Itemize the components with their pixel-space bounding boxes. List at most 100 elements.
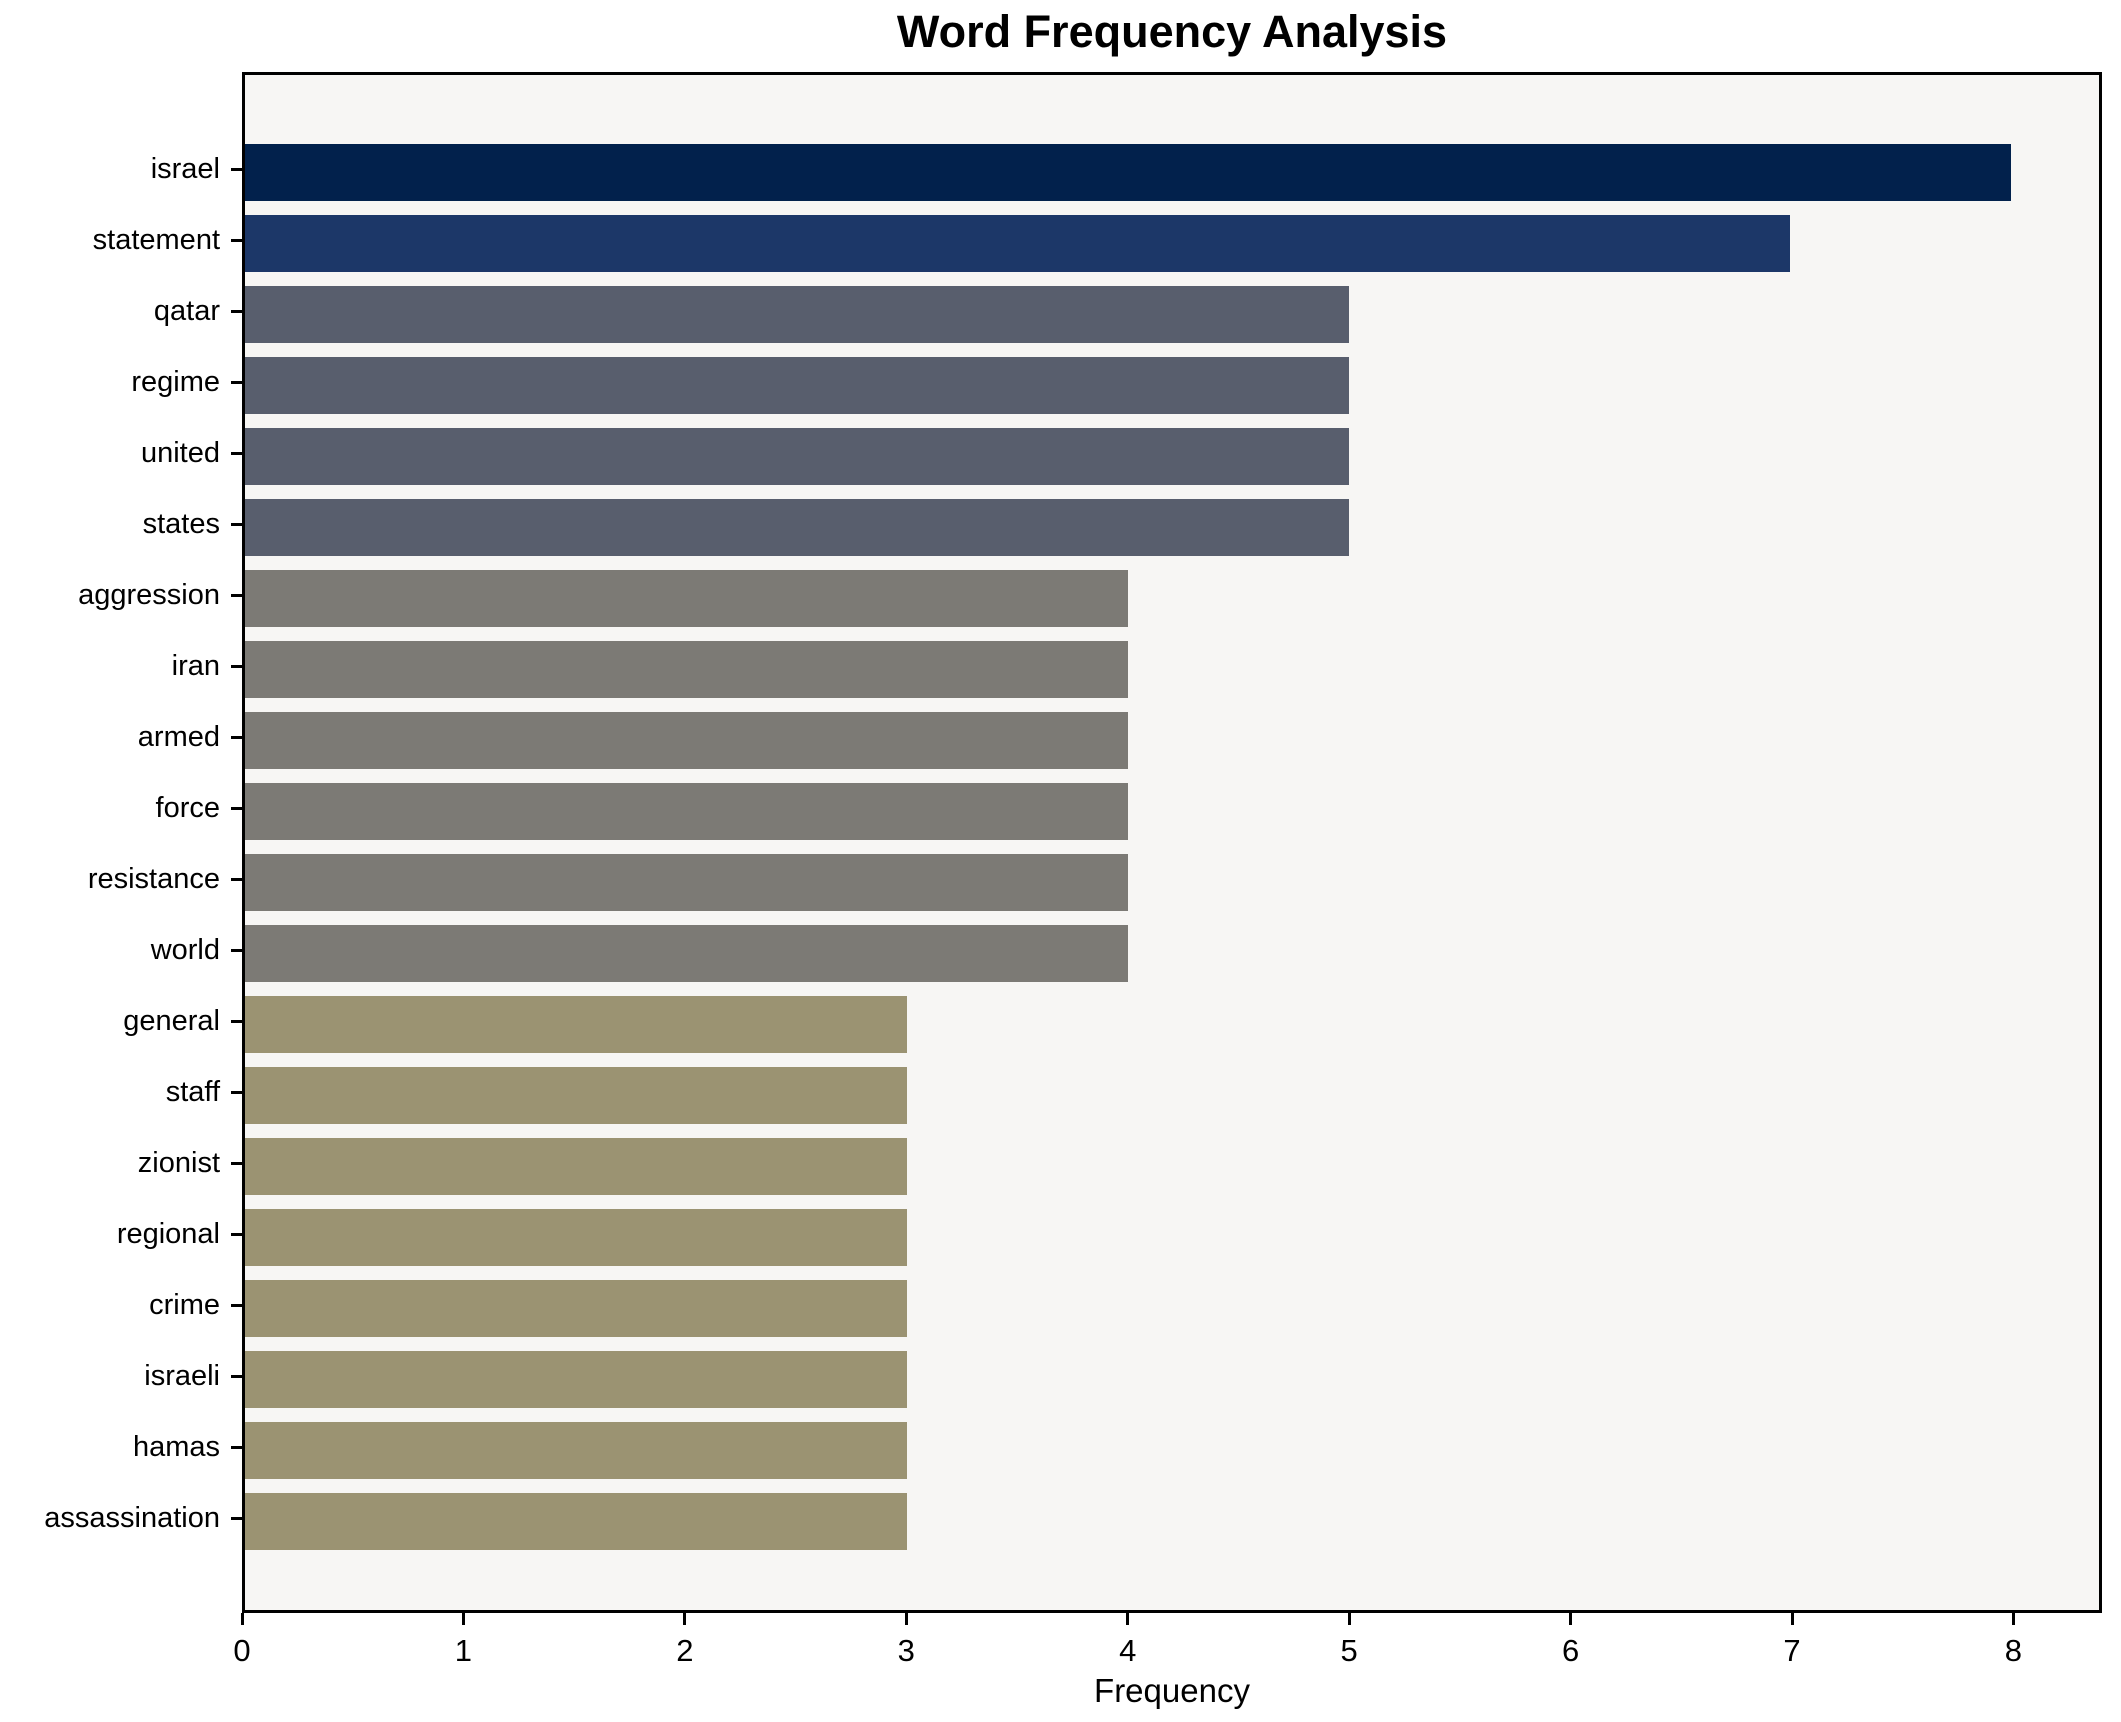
x-tick-mark	[1126, 1613, 1130, 1625]
bar-hamas	[245, 1422, 908, 1479]
bar-row	[245, 1060, 2099, 1131]
y-tick-label-regime: regime	[131, 365, 220, 398]
y-tick-label-israeli: israeli	[144, 1359, 220, 1392]
bar-row	[245, 563, 2099, 634]
bar-united	[245, 428, 1349, 485]
x-tick-mark	[2011, 1613, 2015, 1625]
x-tick-mark	[240, 1613, 244, 1625]
y-tick-mark	[231, 310, 242, 313]
y-tick-mark	[231, 736, 242, 739]
y-tick-label-force: force	[155, 791, 220, 824]
bar-states	[245, 499, 1349, 556]
y-tick-label-world: world	[150, 933, 220, 966]
y-tick-label-aggression: aggression	[78, 578, 220, 611]
y-tick-mark	[231, 452, 242, 455]
chart-title: Word Frequency Analysis	[896, 6, 1448, 57]
y-tick-mark	[231, 239, 242, 242]
bar-row	[245, 137, 2099, 208]
y-tick-label-israel: israel	[150, 152, 220, 185]
x-tick-label-5: 5	[1340, 1633, 1358, 1668]
bar-row	[245, 421, 2099, 492]
bar-row	[245, 634, 2099, 705]
y-tick-mark	[231, 665, 242, 668]
y-tick-label-iran: iran	[171, 649, 220, 682]
x-tick-mark	[461, 1613, 465, 1625]
bar-crime	[245, 1280, 908, 1337]
bar-zionist	[245, 1138, 908, 1195]
x-axis-label: Frequency	[1094, 1672, 1250, 1709]
y-tick-mark	[231, 381, 242, 384]
x-tick-label-6: 6	[1561, 1633, 1580, 1668]
x-tick-mark	[683, 1613, 687, 1625]
bar-row	[245, 776, 2099, 847]
y-tick-mark	[231, 523, 242, 526]
x-tick-label-1: 1	[454, 1633, 473, 1668]
bar-row	[245, 705, 2099, 776]
bar-general	[245, 996, 908, 1053]
bar-staff	[245, 1067, 908, 1124]
bar-row	[245, 1415, 2099, 1486]
x-tick-label-2: 2	[676, 1633, 694, 1668]
y-tick-label-staff: staff	[165, 1075, 220, 1108]
y-tick-mark	[231, 1375, 242, 1378]
y-tick-mark	[231, 168, 242, 171]
bar-row	[245, 1202, 2099, 1273]
y-tick-label-united: united	[140, 436, 220, 469]
bar-row	[245, 279, 2099, 350]
y-tick-mark	[231, 1446, 242, 1449]
bar-regime	[245, 357, 1349, 414]
bar-row	[245, 1273, 2099, 1344]
bar-qatar	[245, 286, 1349, 343]
x-tick-label-4: 4	[1119, 1633, 1137, 1668]
bar-aggression	[245, 570, 1128, 627]
x-tick-mark	[1569, 1613, 1573, 1625]
y-tick-label-hamas: hamas	[132, 1430, 220, 1463]
y-tick-mark	[231, 594, 242, 597]
y-tick-mark	[231, 1091, 242, 1094]
bar-row	[245, 492, 2099, 563]
bar-force	[245, 783, 1128, 840]
y-tick-mark	[231, 1517, 242, 1520]
y-tick-label-assassination: assassination	[44, 1501, 220, 1534]
x-tick-mark	[904, 1613, 908, 1625]
bar-row	[245, 1344, 2099, 1415]
y-tick-label-general: general	[123, 1004, 220, 1037]
x-tick-label-7: 7	[1783, 1633, 1801, 1668]
bar-israel	[245, 144, 2011, 201]
y-tick-label-crime: crime	[149, 1288, 220, 1321]
bar-assassination	[245, 1493, 908, 1550]
y-tick-mark	[231, 1233, 242, 1236]
bar-iran	[245, 641, 1128, 698]
bar-row	[245, 350, 2099, 421]
y-tick-label-states: states	[142, 507, 220, 540]
x-tick-label-0: 0	[233, 1633, 251, 1668]
bar-armed	[245, 712, 1128, 769]
y-tick-mark	[231, 1020, 242, 1023]
y-tick-label-statement: statement	[92, 223, 220, 256]
bar-row	[245, 1486, 2099, 1557]
y-tick-label-zionist: zionist	[137, 1146, 220, 1179]
y-tick-label-qatar: qatar	[153, 294, 220, 327]
x-tick-label-8: 8	[2004, 1633, 2023, 1668]
bar-israeli	[245, 1351, 908, 1408]
y-tick-mark	[231, 878, 242, 881]
y-tick-mark	[231, 949, 242, 952]
bar-row	[245, 208, 2099, 279]
bar-row	[245, 918, 2099, 989]
y-tick-mark	[231, 1304, 242, 1307]
y-tick-mark	[231, 807, 242, 810]
bar-row	[245, 1131, 2099, 1202]
y-tick-label-resistance: resistance	[87, 862, 220, 895]
y-tick-label-armed: armed	[137, 720, 220, 753]
x-tick-label-3: 3	[897, 1633, 915, 1668]
bar-regional	[245, 1209, 908, 1266]
bar-statement	[245, 215, 1790, 272]
bar-row	[245, 847, 2099, 918]
y-tick-label-regional: regional	[116, 1217, 220, 1250]
bar-row	[245, 989, 2099, 1060]
plot-area	[242, 72, 2102, 1613]
y-tick-mark	[231, 1162, 242, 1165]
x-tick-mark	[1347, 1613, 1351, 1625]
bar-resistance	[245, 854, 1128, 911]
